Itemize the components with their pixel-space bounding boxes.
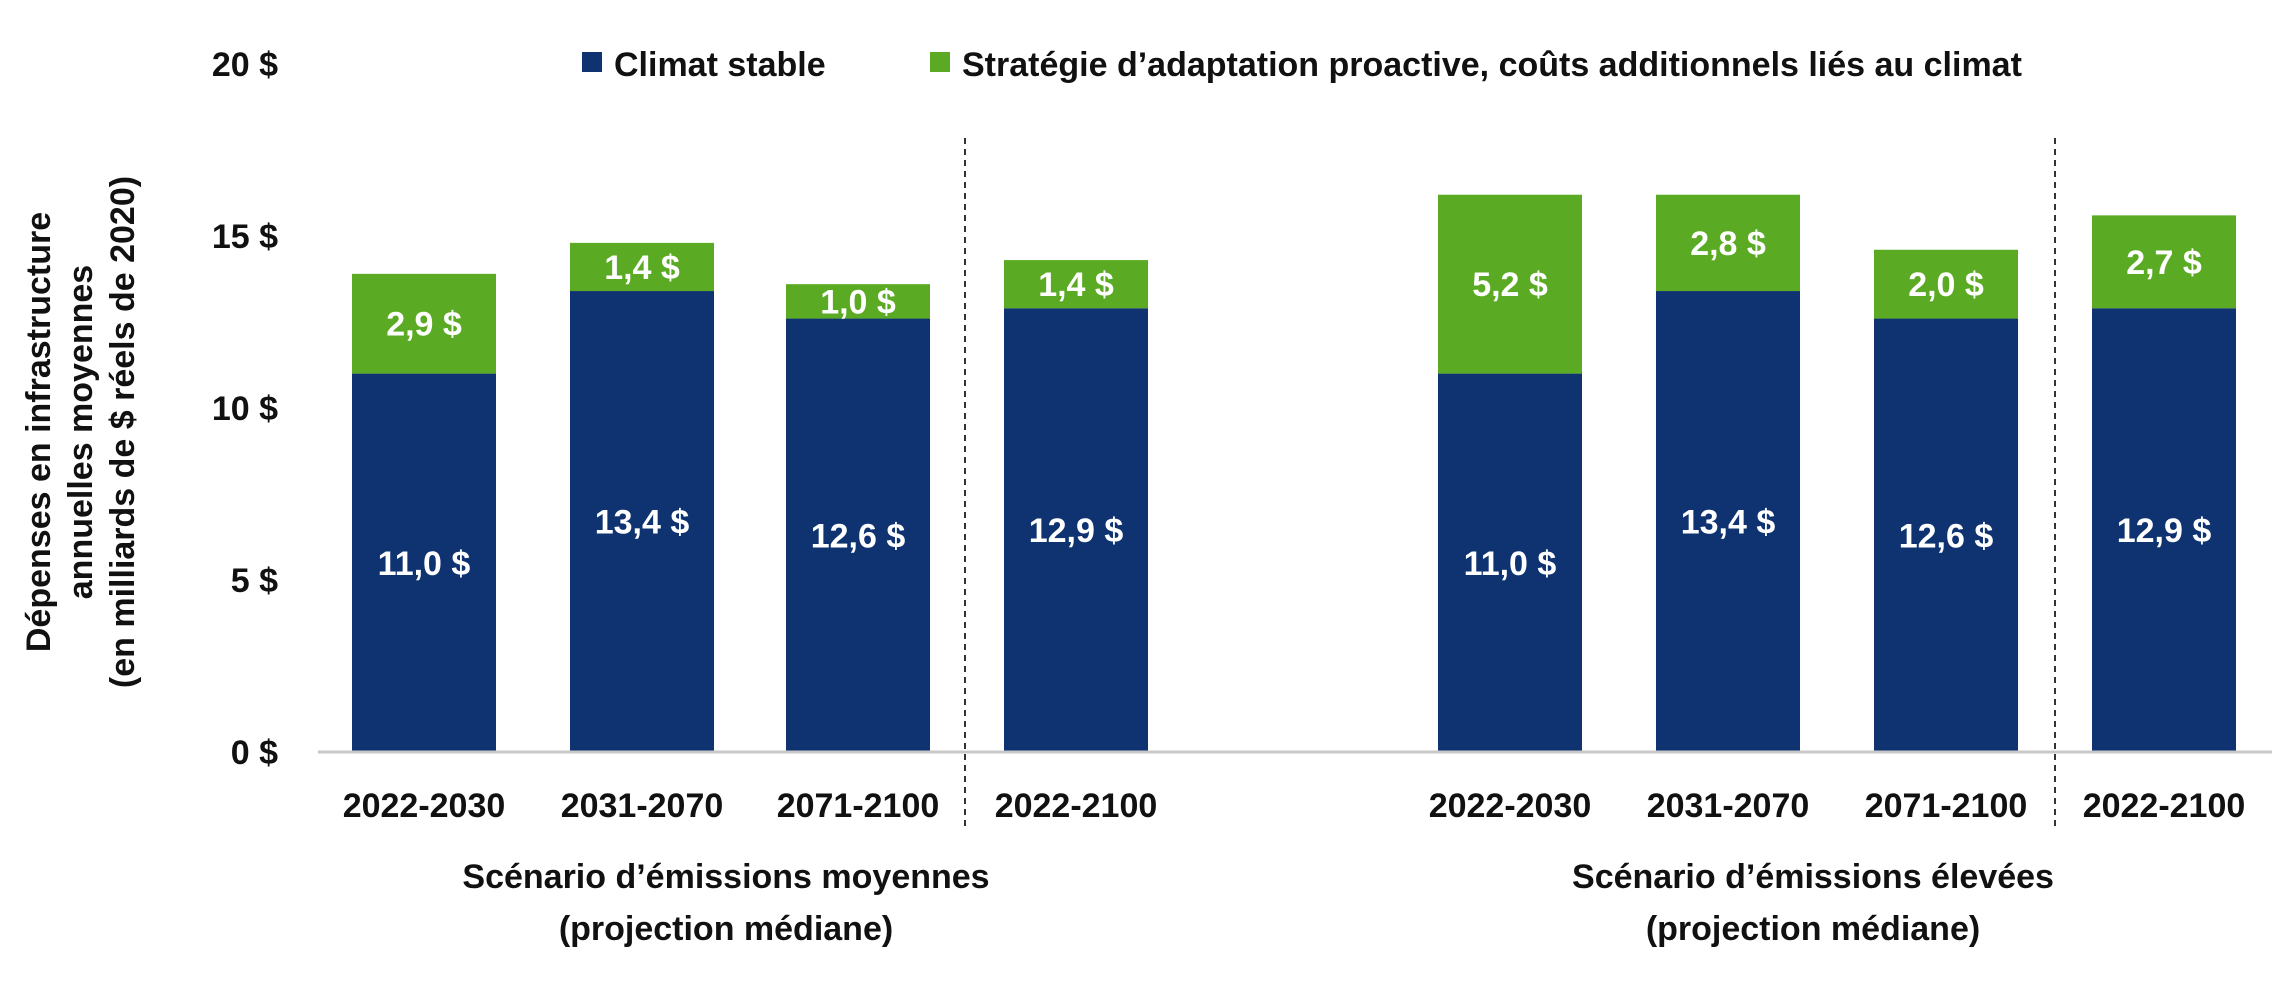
y-tick-label: 15 $: [212, 218, 278, 256]
bar-adaptation: [1656, 194, 1800, 292]
y-tick-label: 5 $: [231, 562, 278, 600]
data-label: 2,7 $: [2126, 244, 2202, 282]
y-tick-label: 10 $: [212, 390, 278, 428]
y-axis-title-line: (en milliards de $ réels de 2020): [104, 176, 142, 688]
bar-climat-stable: [2092, 308, 2236, 752]
bar-adaptation: [352, 273, 496, 374]
data-label: 2,9 $: [386, 306, 462, 344]
y-axis-title-line: Dépenses en infrastructure: [20, 212, 58, 652]
x-category-label: 2071-2100: [777, 787, 940, 825]
x-category-label: 2022-2100: [2083, 787, 2246, 825]
bar-climat-stable: [352, 373, 496, 752]
data-label: 12,6 $: [811, 517, 906, 555]
data-label: 12,9 $: [2117, 512, 2212, 550]
data-label: 13,4 $: [1681, 504, 1776, 542]
bar-climat-stable: [1656, 291, 1800, 752]
x-axis-category-labels: 2022-2030 2031-2070 2071-2100 2022-2100 2022…: [343, 787, 2246, 825]
legend-swatch: [930, 52, 950, 72]
bar-adaptation: [786, 284, 930, 319]
data-label: 11,0 $: [1464, 545, 1557, 583]
x-category-label: 2022-2100: [995, 787, 1158, 825]
data-label: 1,4 $: [604, 249, 680, 287]
bar-adaptation: [1874, 249, 2018, 319]
y-axis-title: Dépenses en infrastructure annuelles moye…: [20, 176, 142, 688]
y-axis-ticks: 0 $ 5 $ 10 $ 15 $ 20 $: [212, 46, 278, 772]
scenario-group-labels: Scénario d’émissions moyennes (projection…: [462, 858, 2054, 948]
x-category-label: 2071-2100: [1865, 787, 2028, 825]
scenario-group-label-line: Scénario d’émissions moyennes: [462, 858, 989, 896]
legend: Climat stable Stratégie d’adaptation proa…: [582, 46, 2022, 84]
scenario-group-label-line: (projection médiane): [1646, 910, 1980, 948]
bar-adaptation: [570, 242, 714, 292]
data-label: 11,0 $: [378, 545, 471, 583]
y-tick-label: 20 $: [212, 46, 278, 84]
x-category-label: 2022-2030: [343, 787, 506, 825]
legend-label: Climat stable: [614, 46, 826, 84]
x-category-label: 2022-2030: [1429, 787, 1592, 825]
scenario-group-label-line: Scénario d’émissions élevées: [1572, 858, 2054, 896]
bars: 11,0 $ 2,9 $ 13,4 $ 1,4 $ 12,6 $ 1,0 $ 12,9 $ 1…: [352, 194, 2236, 752]
bar-adaptation: [2092, 215, 2236, 309]
y-tick-label: 0 $: [231, 734, 278, 772]
x-category-label: 2031-2070: [1647, 787, 1810, 825]
data-label: 1,0 $: [820, 283, 896, 321]
bar-climat-stable: [570, 291, 714, 752]
legend-label: Stratégie d’adaptation proactive, coûts …: [962, 46, 2022, 84]
data-label: 12,6 $: [1899, 517, 1994, 555]
legend-swatch: [582, 52, 602, 72]
data-label: 13,4 $: [595, 504, 690, 542]
group-separators: [964, 138, 2056, 826]
data-label: 2,0 $: [1908, 266, 1984, 304]
y-axis-title-line: annuelles moyennes: [62, 265, 100, 599]
scenario-group-label-line: (projection médiane): [559, 910, 893, 948]
x-category-label: 2031-2070: [561, 787, 724, 825]
data-label: 1,4 $: [1038, 266, 1114, 304]
bar-adaptation: [1004, 260, 1148, 309]
bar-climat-stable: [1438, 373, 1582, 752]
bar-climat-stable: [1874, 318, 2018, 752]
data-label: 2,8 $: [1690, 225, 1766, 263]
data-label: 12,9 $: [1029, 512, 1124, 550]
bar-climat-stable: [786, 318, 930, 752]
bar-climat-stable: [1004, 308, 1148, 752]
data-label: 5,2 $: [1472, 266, 1548, 304]
bar-adaptation: [1438, 194, 1582, 374]
